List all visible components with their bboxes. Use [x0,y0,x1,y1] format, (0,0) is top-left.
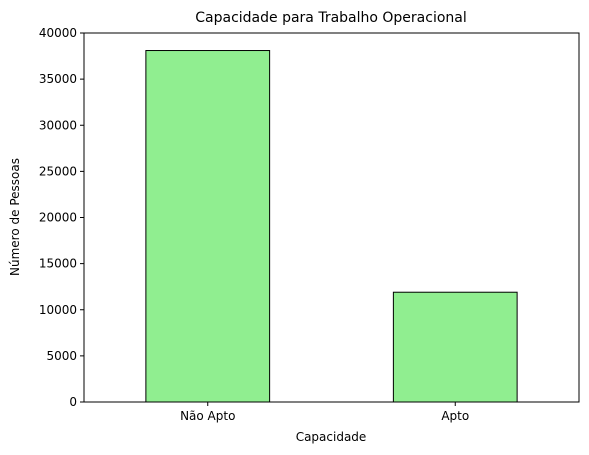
y-tick-label: 5000 [46,349,77,363]
chart-title: Capacidade para Trabalho Operacional [195,10,467,26]
y-tick-label: 10000 [39,303,77,317]
x-tick-label: Apto [441,409,469,423]
y-tick-label: 40000 [39,26,77,40]
x-tick-label: Não Apto [180,409,235,423]
bar-0 [145,50,271,403]
plot-area: Não Apto Apto 0 5000 10000 15000 20000 25000 300… [39,26,580,423]
y-tick-label: 0 [69,395,77,409]
x-axis-label: Capacidade [296,430,367,444]
y-axis-label: Número de Pessoas [8,158,22,276]
y-tick-label: 15000 [39,257,77,271]
bar-1 [392,291,518,403]
y-tick-label: 35000 [39,72,77,86]
y-tick-label: 20000 [39,211,77,225]
y-tick-label: 30000 [39,118,77,132]
plot-frame [83,32,580,403]
y-tick-label: 25000 [39,164,77,178]
